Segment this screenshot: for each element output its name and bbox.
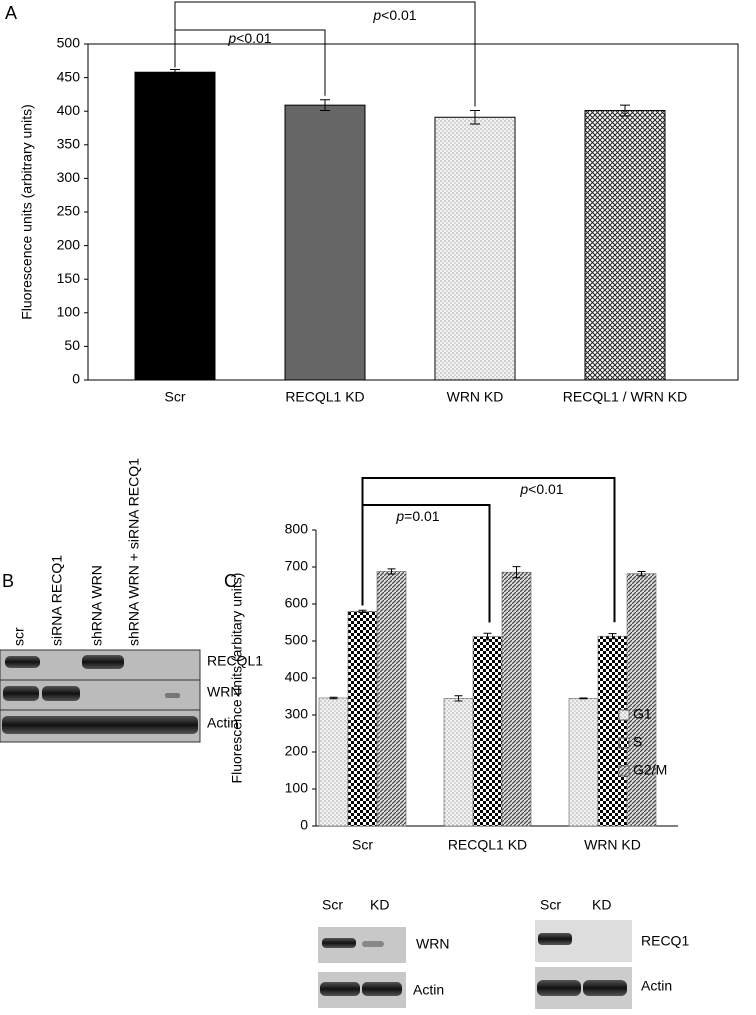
blot-row-label: Actin (207, 715, 238, 731)
bar (568, 698, 599, 827)
bar (134, 71, 216, 381)
bar (376, 571, 407, 827)
annotation: p<0.01 (227, 30, 271, 46)
annotation-italic: p (395, 508, 404, 524)
y-tick-label: 450 (57, 68, 81, 84)
annotation-text: <0.01 (236, 30, 272, 46)
bar (584, 110, 666, 381)
bar (501, 571, 532, 827)
blot-lane-label: scr (11, 627, 27, 646)
error-bar (454, 695, 463, 702)
bar (347, 611, 378, 827)
blot-row-label: WRN (416, 936, 449, 952)
y-tick-label: 100 (57, 304, 81, 320)
bar (284, 104, 366, 381)
bar (626, 573, 657, 827)
legend-swatch (618, 709, 630, 721)
error-bar (483, 632, 492, 641)
x-tick-label: Scr (165, 389, 186, 405)
error-bar (329, 696, 338, 700)
blot-lane-label: KD (370, 897, 389, 913)
x-tick-label: RECQL1 KD (448, 837, 527, 853)
annotation-italic: p (519, 481, 528, 497)
x-tick-label: WRN KD (584, 837, 641, 853)
y-tick-label: 200 (57, 236, 81, 252)
error-bar (620, 104, 630, 117)
blot-row-label: Actin (413, 982, 444, 998)
significance-bracket (361, 477, 616, 623)
bar (597, 635, 628, 827)
legend-swatch (618, 765, 630, 777)
legend-label: G1 (633, 706, 652, 722)
blot-lane-label: Scr (322, 897, 343, 913)
x-tick-label: Scr (352, 837, 373, 853)
y-tick-label: 350 (57, 136, 81, 152)
legend-label: S (633, 734, 642, 750)
legend-label: G2/M (633, 762, 667, 778)
y-tick-label: 500 (57, 35, 81, 51)
y-tick-label: 100 (285, 780, 309, 796)
error-bar (608, 633, 617, 640)
y-tick-label: 150 (57, 270, 81, 286)
y-tick-label: 400 (57, 102, 81, 118)
annotation: p<0.01 (372, 7, 416, 23)
y-tick-label: 300 (285, 706, 309, 722)
blot-lane-label: shRNA WRN + siRNA RECQ1 (126, 458, 142, 646)
bar (434, 116, 516, 381)
blot-lane-label: shRNA WRN (89, 565, 105, 646)
y-axis-label: Fluorescence units (arbitary units) (229, 573, 245, 784)
error-bar (170, 69, 180, 76)
y-tick-label: 600 (285, 595, 309, 611)
significance-bracket (174, 1, 476, 107)
x-tick-label: WRN KD (447, 389, 504, 405)
error-bar (579, 697, 588, 700)
y-tick-label: 50 (64, 337, 80, 353)
blot-row-label: RECQ1 (641, 933, 689, 949)
y-tick-label: 250 (57, 203, 81, 219)
y-tick-label: 200 (285, 743, 309, 759)
error-bar (387, 568, 396, 575)
blot-b (0, 649, 201, 743)
legend-swatch (618, 737, 630, 749)
bar (443, 698, 474, 827)
annotation-italic: p (372, 7, 381, 23)
blot-bottom (318, 920, 632, 1009)
error-bar (512, 566, 521, 579)
y-tick-label: 0 (300, 817, 308, 833)
annotation-text: <0.01 (381, 7, 417, 23)
x-tick-label: RECQL1 / WRN KD (563, 389, 687, 405)
blot-row-label: WRN (207, 684, 240, 700)
blot-lane-label: KD (592, 897, 611, 913)
blot-lane-label: Scr (540, 897, 561, 913)
blot-lane-label: siRNA RECQ1 (49, 555, 65, 646)
annotation-text: =0.01 (404, 508, 440, 524)
blot-row-label: RECQL1 (207, 653, 263, 669)
y-tick-label: 800 (285, 521, 309, 537)
bar (318, 697, 349, 827)
y-axis-label: Fluorescence units (arbitrary units) (19, 104, 35, 320)
error-bar (470, 110, 480, 125)
panel-label: B (2, 571, 14, 591)
annotation: p<0.01 (519, 481, 563, 497)
panel-label: C (224, 571, 237, 591)
y-tick-label: 500 (285, 632, 309, 648)
error-bar (637, 570, 646, 577)
y-tick-label: 300 (57, 169, 81, 185)
y-tick-label: 700 (285, 558, 309, 574)
y-tick-label: 400 (285, 669, 309, 685)
panel-label: A (5, 3, 17, 23)
y-tick-label: 0 (72, 371, 80, 387)
annotation-italic: p (227, 30, 236, 46)
bar (472, 636, 503, 827)
annotation: p=0.01 (395, 508, 439, 524)
blot-row-label: Actin (641, 978, 672, 994)
error-bar (358, 609, 367, 614)
error-bar (320, 99, 330, 112)
annotation-text: <0.01 (528, 481, 564, 497)
x-tick-label: RECQL1 KD (285, 389, 364, 405)
